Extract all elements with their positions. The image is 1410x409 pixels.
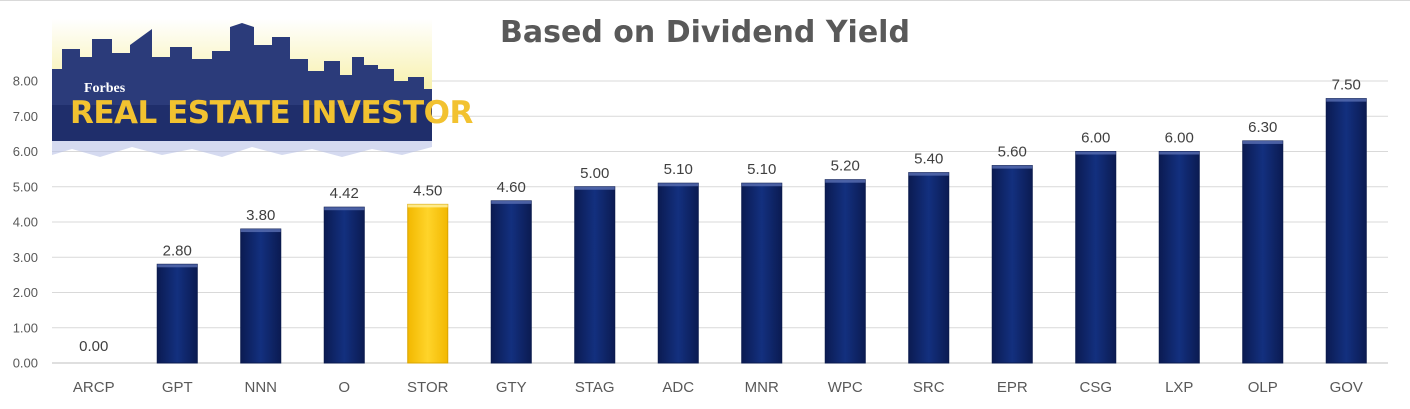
y-tick-label: 3.00 (13, 250, 38, 265)
logo-title-text: REAL ESTATE INVESTOR (70, 95, 473, 131)
bar-top-bevel (1159, 151, 1200, 155)
data-label: 6.00 (1081, 130, 1110, 147)
bars (156, 98, 1367, 364)
bar (1158, 151, 1200, 364)
bar-top-bevel (741, 183, 782, 187)
bar (991, 165, 1033, 364)
bar-top-bevel (825, 179, 866, 183)
x-category-label: MNR (745, 379, 779, 396)
data-label: 2.80 (163, 242, 192, 259)
skyline-icon (52, 19, 432, 157)
bar-top-bevel (1326, 98, 1367, 102)
bar-top-bevel (491, 200, 532, 204)
x-category-label: SRC (913, 379, 945, 396)
bar (657, 182, 699, 364)
x-category-label: LXP (1165, 379, 1193, 396)
y-tick-label: 4.00 (13, 215, 38, 230)
bar-top-bevel (240, 229, 281, 233)
data-label: 4.50 (413, 182, 442, 199)
x-category-label: ARCP (73, 379, 115, 396)
y-tick-label: 8.00 (13, 74, 38, 89)
bar-top-bevel (1075, 151, 1116, 155)
bar-top-bevel (324, 207, 365, 211)
bar (490, 200, 532, 364)
data-label: 6.30 (1248, 119, 1277, 136)
bar (1325, 98, 1367, 364)
data-label: 5.10 (747, 161, 776, 178)
bar-top-bevel (908, 172, 949, 176)
x-category-label: STOR (407, 379, 449, 396)
x-category-label: OLP (1248, 379, 1278, 396)
x-category-label: NNN (245, 379, 278, 396)
bar-top-bevel (1242, 140, 1283, 144)
y-tick-label: 6.00 (13, 144, 38, 159)
y-tick-label: 1.00 (13, 320, 38, 335)
bar-top-bevel (992, 165, 1033, 169)
data-labels: 0.00 2.80 3.80 4.42 4.50 4.60 5.00 5.10 5.10 5.20… (79, 77, 1361, 355)
x-category-label: GOV (1330, 379, 1363, 396)
data-label: 5.20 (831, 158, 860, 175)
y-tick-label: 5.00 (13, 179, 38, 194)
data-label: 5.40 (914, 151, 943, 168)
bar (574, 186, 616, 364)
bar-top-bevel (407, 204, 448, 208)
bar (1075, 151, 1117, 364)
x-category-label: GPT (162, 379, 193, 396)
bar-highlight (407, 203, 449, 364)
bar-top-bevel (574, 186, 615, 190)
data-label: 4.42 (330, 185, 359, 202)
x-category-label: GTY (496, 379, 527, 396)
data-label: 7.50 (1332, 77, 1361, 94)
x-category-label: EPR (997, 379, 1028, 396)
x-category-label: WPC (828, 379, 863, 396)
forbes-real-estate-investor-logo: Forbes REAL ESTATE INVESTOR (52, 9, 473, 159)
x-axis-categories: ARCP GPT NNN O STOR GTY STAG ADC MNR WPC SRC EPR CSG… (73, 379, 1363, 396)
bar-top-bevel (157, 264, 198, 268)
logo-forbes-text: Forbes (84, 81, 126, 96)
chart-title: Based on Dividend Yield (500, 15, 910, 50)
x-category-label: O (338, 379, 350, 396)
bar (908, 172, 950, 364)
bar (156, 263, 198, 364)
data-label: 5.60 (998, 144, 1027, 161)
data-label: 5.00 (580, 165, 609, 182)
bar (1242, 140, 1284, 364)
bar (741, 182, 783, 364)
y-tick-label: 0.00 (13, 356, 38, 371)
bar (323, 206, 365, 364)
x-category-label: STAG (575, 379, 615, 396)
data-label: 0.00 (79, 338, 108, 355)
bar (824, 179, 866, 364)
logo-band (52, 105, 432, 141)
bar (240, 228, 282, 364)
data-label: 6.00 (1165, 130, 1194, 147)
x-category-label: ADC (662, 379, 694, 396)
data-label: 3.80 (246, 207, 275, 224)
bar-top-bevel (658, 183, 699, 187)
y-tick-label: 7.00 (13, 109, 38, 124)
y-tick-label: 2.00 (13, 285, 38, 300)
data-label: 5.10 (664, 161, 693, 178)
y-axis-ticks: 0.00 1.00 2.00 3.00 4.00 5.00 6.00 7.00 8.00 (13, 74, 38, 371)
x-category-label: CSG (1079, 379, 1112, 396)
data-label: 4.60 (497, 179, 526, 196)
